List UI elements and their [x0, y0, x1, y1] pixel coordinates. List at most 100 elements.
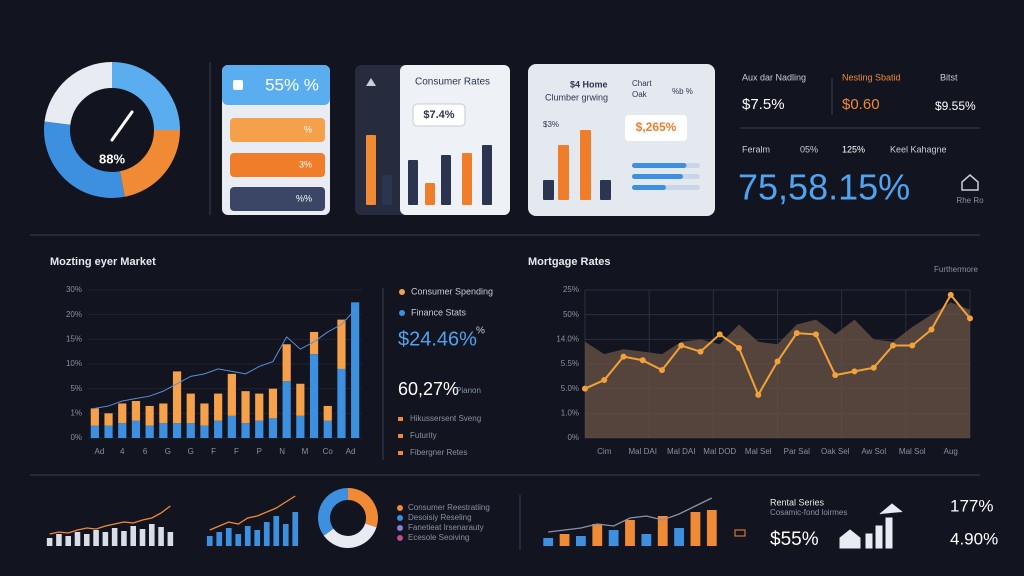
- mini-bar: [641, 534, 652, 546]
- mini-bar: [608, 530, 619, 546]
- point: [659, 367, 665, 374]
- note-label: Fibergner Retes: [410, 448, 467, 457]
- x-tick-label: Aw Sol: [861, 447, 886, 456]
- note-marker: [398, 451, 403, 455]
- stacked-bar: [268, 418, 278, 438]
- rate-card-header: [222, 65, 330, 105]
- x-tick-label: Ad: [95, 447, 105, 456]
- legend-dot: [397, 525, 403, 531]
- y-tick-label: 1%: [70, 408, 82, 417]
- mini-bar: [121, 531, 127, 546]
- icon: [233, 80, 243, 90]
- rental-value: $55%: [770, 529, 819, 550]
- y-tick-label: 0%: [70, 433, 82, 442]
- stacked-bar: [241, 391, 250, 424]
- rate-header: 55% %: [265, 75, 319, 94]
- legend-unit: %: [476, 326, 485, 337]
- stat-value: $0.60: [842, 96, 880, 113]
- stacked-bar: [282, 381, 291, 438]
- note-marker: [398, 417, 403, 421]
- legend-value: 60,27%: [398, 379, 459, 399]
- rate-row-label: %: [304, 124, 312, 134]
- legend-note: Pianon: [456, 386, 481, 395]
- icon: [734, 529, 746, 537]
- donut-segment: [44, 62, 113, 126]
- stacked-bar: [296, 415, 305, 438]
- big-value: 75,58.15%: [738, 167, 910, 208]
- y-tick-label: 1.0%: [561, 408, 579, 417]
- legend-label: Consumer Spending: [411, 286, 493, 296]
- home-subtitle: Clumber grwing: [545, 92, 608, 102]
- progress-bar: [632, 185, 666, 190]
- point: [639, 357, 646, 364]
- mini-bar: [93, 530, 99, 546]
- rental-top: 177%: [950, 496, 993, 515]
- x-tick-label: Mal DAI: [667, 447, 695, 456]
- stat-row: 125%: [842, 144, 865, 154]
- mini-bar: [657, 516, 668, 546]
- x-tick-label: 6: [143, 447, 148, 456]
- legend-dot: [397, 535, 403, 541]
- home-small: $3%: [543, 120, 559, 129]
- y-tick-label: 15%: [66, 334, 82, 343]
- mini-bar: [158, 527, 164, 546]
- x-tick-label: F: [234, 447, 239, 456]
- legend-value: $24.46%: [398, 328, 477, 350]
- trend-line: [94, 309, 356, 409]
- rental-subtitle: Cosamic-fond loirmes: [770, 508, 847, 517]
- mini-bar: [282, 524, 289, 546]
- stacked-bar: [214, 393, 223, 421]
- legend-dot: [399, 289, 405, 295]
- point: [601, 377, 608, 384]
- bar: [441, 155, 451, 205]
- mini-bar: [254, 530, 261, 546]
- y-tick-label: 5%: [70, 384, 82, 393]
- x-tick-label: F: [211, 447, 216, 456]
- legend-label: Ecesole Seoiving: [408, 533, 469, 542]
- stat-row: Keel Kahagne: [890, 144, 947, 154]
- x-tick-label: Co: [323, 447, 334, 456]
- donut-segment: [44, 121, 125, 198]
- stacked-bar: [227, 373, 236, 416]
- mini-bar: [706, 510, 717, 546]
- legend-dot: [397, 505, 403, 511]
- y-tick-label: 20%: [66, 310, 82, 319]
- mini-bar: [592, 524, 603, 546]
- stat-label: Aux dar Nadling: [742, 72, 806, 82]
- y-tick-label: 10%: [66, 359, 82, 368]
- point: [967, 315, 973, 322]
- mini-bar: [576, 536, 586, 546]
- gauge-label: 88%: [99, 151, 125, 166]
- y-tick-label: 50%: [563, 310, 579, 319]
- stacked-bar: [200, 403, 209, 426]
- stacked-bar: [145, 405, 154, 426]
- mini-bar: [263, 522, 270, 546]
- stacked-bar: [309, 354, 319, 438]
- bar: [580, 130, 591, 200]
- mini-bar: [273, 516, 280, 546]
- mini-bar: [292, 512, 299, 546]
- point: [697, 348, 704, 355]
- legend-label: Consumer Reestratiing: [408, 503, 490, 512]
- bar: [600, 180, 611, 200]
- point: [793, 330, 800, 337]
- legend-label: Fanetieat Irsenarauty: [408, 523, 484, 532]
- bar: [482, 145, 492, 205]
- x-tick-label: Mal DAI: [629, 447, 657, 456]
- home-icon: [961, 174, 979, 191]
- point: [890, 342, 896, 349]
- stat-label: Bitst: [940, 72, 958, 82]
- stacked-bar: [337, 368, 346, 438]
- stacked-bar: [227, 415, 236, 438]
- mini-bar: [102, 532, 109, 546]
- x-tick-label: M: [302, 447, 309, 456]
- stat-row: Feralm: [742, 144, 770, 154]
- stacked-bar: [159, 403, 168, 424]
- stacked-bar: [104, 425, 113, 438]
- stacked-bar: [214, 420, 223, 438]
- mini-line: [209, 495, 296, 531]
- stacked-bar: [200, 425, 209, 438]
- y-tick-label: 5.0%: [561, 384, 579, 393]
- stacked-bar: [90, 408, 99, 426]
